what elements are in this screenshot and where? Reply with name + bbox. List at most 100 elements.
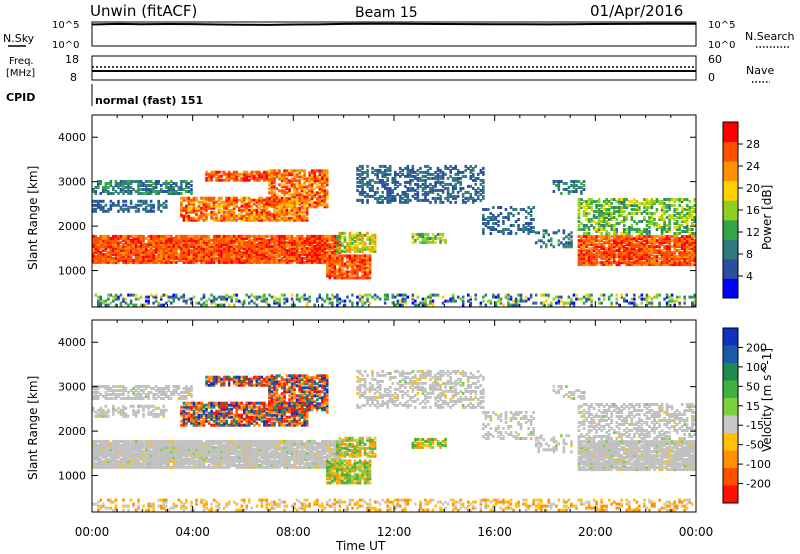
- scatter-cell: [693, 253, 697, 257]
- scatter-cell: [323, 197, 327, 201]
- scatter-cell: [625, 206, 629, 209]
- scatter-cell: [139, 242, 143, 246]
- scatter-cell: [633, 243, 636, 247]
- scatter-cell: [313, 258, 317, 262]
- scatter-cell: [361, 264, 364, 268]
- scatter-cell: [202, 252, 206, 256]
- scatter-cell: [663, 237, 666, 241]
- scatter-cell: [114, 238, 118, 242]
- scatter-cell: [404, 192, 407, 196]
- scatter-cell: [693, 243, 697, 247]
- scatter-cell: [97, 254, 100, 258]
- scatter-cell: [165, 301, 168, 305]
- scatter-cell: [683, 226, 686, 229]
- scatter-cell: [243, 248, 246, 252]
- scatter-cell: [678, 251, 681, 255]
- scatter-cell: [205, 248, 208, 252]
- scatter-cell: [421, 174, 425, 178]
- scatter-cell: [207, 260, 211, 264]
- scatter-cell: [275, 252, 279, 256]
- scatter-cell: [232, 174, 236, 178]
- scatter-cell: [411, 236, 415, 240]
- scatter-cell: [303, 260, 306, 264]
- scatter-cell: [529, 295, 533, 299]
- scatter-cell: [613, 206, 616, 209]
- scatter-cell: [595, 253, 598, 257]
- scatter-cell: [592, 243, 596, 247]
- scatter-cell: [323, 185, 327, 189]
- scatter-cell: [643, 235, 646, 239]
- scatter-cell: [592, 247, 596, 251]
- scatter-cell: [680, 255, 684, 259]
- scatter-cell: [467, 166, 470, 170]
- scatter-cell: [678, 204, 681, 207]
- scatter-cell: [414, 192, 417, 196]
- scatter-cell: [275, 169, 279, 173]
- scatter-cell: [270, 171, 274, 175]
- scatter-cell: [210, 242, 213, 246]
- scatter-cell: [522, 208, 525, 211]
- scatter-cell: [406, 186, 410, 190]
- scatter-cell: [449, 164, 452, 168]
- scatter-cell: [114, 234, 118, 238]
- scatter-cell: [607, 237, 611, 241]
- scatter-cell: [283, 179, 286, 183]
- scatter-cell: [434, 174, 437, 178]
- scatter-cell: [102, 248, 105, 252]
- scatter-cell: [127, 188, 130, 191]
- scatter-cell: [590, 255, 593, 259]
- scatter-cell: [230, 208, 233, 212]
- scatter-cell: [235, 172, 238, 176]
- scatter-cell: [124, 236, 128, 240]
- scatter-cell: [303, 177, 306, 181]
- scatter-cell: [149, 234, 153, 238]
- scatter-cell: [640, 263, 644, 267]
- scatter-cell: [655, 263, 659, 267]
- scatter-cell: [625, 255, 629, 259]
- scatter-cell: [650, 249, 654, 253]
- scatter-cell: [245, 234, 249, 238]
- scatter-cell: [482, 222, 485, 225]
- scatter-cell: [356, 264, 359, 268]
- scatter-cell: [434, 196, 437, 200]
- scatter-cell: [270, 258, 274, 262]
- scatter-cell: [620, 259, 624, 263]
- scatter-cell: [154, 234, 158, 238]
- scatter-cell: [316, 244, 319, 248]
- scatter-cell: [308, 183, 311, 187]
- scatter-cell: [288, 258, 291, 262]
- scatter-cell: [139, 180, 143, 183]
- scatter-cell: [122, 256, 125, 260]
- scatter-cell: [283, 183, 286, 187]
- scatter-cell: [482, 186, 485, 190]
- scatter-cell: [129, 205, 133, 209]
- scatter-cell: [137, 236, 140, 240]
- scatter-cell: [283, 216, 286, 220]
- scatter-cell: [660, 263, 664, 267]
- scatter-cell: [232, 248, 236, 252]
- scatter-cell: [232, 252, 236, 256]
- scatter-cell: [215, 244, 218, 248]
- scatter-cell: [157, 256, 160, 260]
- scatter-cell: [300, 187, 304, 191]
- scatter-cell: [248, 260, 251, 264]
- scatter-cell: [597, 214, 601, 217]
- scatter-cell: [577, 259, 581, 263]
- scatter-cell: [227, 176, 231, 180]
- scatter-cell: [134, 254, 138, 258]
- scatter-cell: [580, 202, 583, 205]
- scatter-cell: [582, 243, 586, 247]
- scatter-cell: [620, 198, 624, 201]
- scatter-cell: [104, 244, 108, 248]
- scatter-cell: [310, 185, 314, 189]
- scatter-cell: [220, 252, 223, 256]
- scatter-cell: [154, 299, 158, 303]
- scatter-cell: [305, 301, 309, 305]
- scatter-cell: [414, 188, 417, 192]
- scatter-cell: [205, 244, 208, 248]
- scatter-cell: [678, 224, 681, 227]
- scatter-cell: [386, 172, 389, 176]
- scatter-cell: [620, 202, 624, 205]
- scatter-cell: [202, 200, 206, 204]
- scatter-cell: [650, 247, 654, 251]
